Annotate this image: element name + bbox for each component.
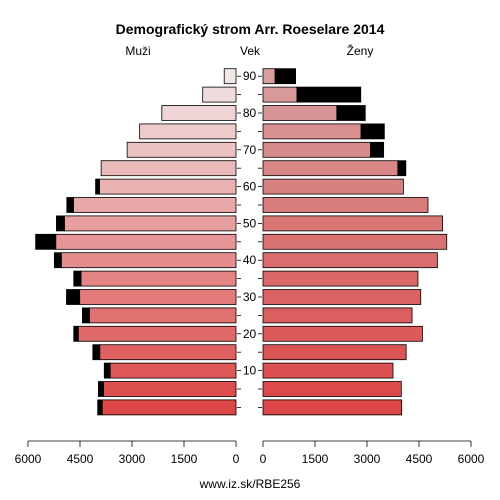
female-bar-50-54 <box>262 215 443 232</box>
male-bar-35-39 <box>80 270 237 287</box>
female-x-tick-label: 0 <box>260 452 267 466</box>
male-surplus-55-59 <box>66 197 74 213</box>
female-bar-15-19 <box>262 344 407 361</box>
male-surplus-50-54 <box>56 215 65 232</box>
male-surplus-15-19 <box>92 344 101 361</box>
female-surplus-65-69 <box>397 160 407 177</box>
male-bar-80-84 <box>161 105 237 121</box>
female-bar-5-9 <box>262 381 402 397</box>
male-surplus-35-39 <box>73 270 82 287</box>
chart-title: Demografický strom Arr. Roeselare 2014 <box>116 21 385 37</box>
female-bar-55-59 <box>262 197 429 213</box>
male-bar-25-29 <box>88 307 237 324</box>
male-x-tick-label: 6000 <box>15 452 42 466</box>
female-x-tick-label: 4500 <box>406 452 433 466</box>
male-bar-15-19 <box>99 344 237 361</box>
age-tick-label: 20 <box>243 327 257 341</box>
male-surplus-25-29 <box>82 307 90 324</box>
female-bar-90+ <box>262 68 276 85</box>
female-surplus-85-89 <box>296 86 362 103</box>
axes-group: 10 20 30 40 50 60 70 80 90 6000 0 4500 1500 3000 3000 1… <box>15 69 485 466</box>
male-surplus-10-14 <box>103 362 111 379</box>
age-tick-label: 30 <box>243 290 257 304</box>
age-tick-label: 50 <box>243 216 257 230</box>
female-bar-0-4 <box>262 399 403 416</box>
male-x-tick-label: 0 <box>233 452 240 466</box>
female-bar-80-84 <box>262 105 338 121</box>
male-bar-70-74 <box>126 141 237 158</box>
male-bar-20-24 <box>77 325 237 342</box>
male-bar-90+ <box>223 68 237 85</box>
female-bar-60-64 <box>262 178 404 195</box>
female-bar-45-49 <box>262 233 448 250</box>
male-bar-85-89 <box>202 86 237 103</box>
female-surplus-70-74 <box>370 141 385 158</box>
age-tick-label: 80 <box>243 106 257 120</box>
male-bar-75-79 <box>139 123 237 140</box>
male-surplus-0-4 <box>97 399 103 416</box>
female-bar-10-14 <box>262 362 394 379</box>
male-bar-65-69 <box>100 160 237 177</box>
age-tick-label: 90 <box>243 69 257 83</box>
male-bar-45-49 <box>55 233 237 250</box>
female-bar-40-44 <box>262 252 438 269</box>
female-label: Ženy <box>347 43 374 58</box>
male-surplus-60-64 <box>95 178 100 195</box>
male-surplus-45-49 <box>35 233 57 250</box>
male-bar-50-54 <box>64 215 237 232</box>
age-tick-label: 70 <box>243 143 257 157</box>
female-x-tick-label: 1500 <box>302 452 329 466</box>
age-axis-label: Vek <box>240 44 261 58</box>
male-bar-60-64 <box>99 178 237 195</box>
male-x-tick-label: 3000 <box>119 452 146 466</box>
male-x-tick-label: 4500 <box>67 452 94 466</box>
female-bar-25-29 <box>262 307 413 324</box>
male-bar-55-59 <box>73 197 237 213</box>
female-x-tick-label: 6000 <box>458 452 485 466</box>
male-bar-40-44 <box>60 252 237 269</box>
female-bar-75-79 <box>262 123 362 140</box>
male-surplus-30-34 <box>66 289 81 305</box>
age-tick-label: 60 <box>243 180 257 194</box>
male-surplus-40-44 <box>53 252 62 269</box>
source-footer: www.iz.sk/RBE256 <box>199 477 301 491</box>
female-bar-85-89 <box>262 86 298 103</box>
male-bar-10-14 <box>109 362 237 379</box>
female-surplus-80-84 <box>336 105 366 121</box>
female-bar-35-39 <box>262 270 419 287</box>
male-surplus-20-24 <box>73 325 79 342</box>
male-label: Muži <box>125 44 150 58</box>
female-surplus-75-79 <box>360 123 385 140</box>
female-bar-20-24 <box>262 325 423 342</box>
male-bar-0-4 <box>101 399 237 416</box>
age-tick-label: 40 <box>243 253 257 267</box>
male-bar-5-9 <box>103 381 237 397</box>
male-surplus-5-9 <box>97 381 104 397</box>
female-surplus-90+ <box>274 68 296 85</box>
female-bar-30-34 <box>262 289 422 305</box>
female-bar-70-74 <box>262 141 371 158</box>
female-bar-65-69 <box>262 160 399 177</box>
male-x-tick-label: 1500 <box>171 452 198 466</box>
age-tick-label: 10 <box>243 364 257 378</box>
male-bar-30-34 <box>79 289 237 305</box>
bars-group <box>35 68 448 416</box>
female-x-tick-label: 3000 <box>354 452 381 466</box>
